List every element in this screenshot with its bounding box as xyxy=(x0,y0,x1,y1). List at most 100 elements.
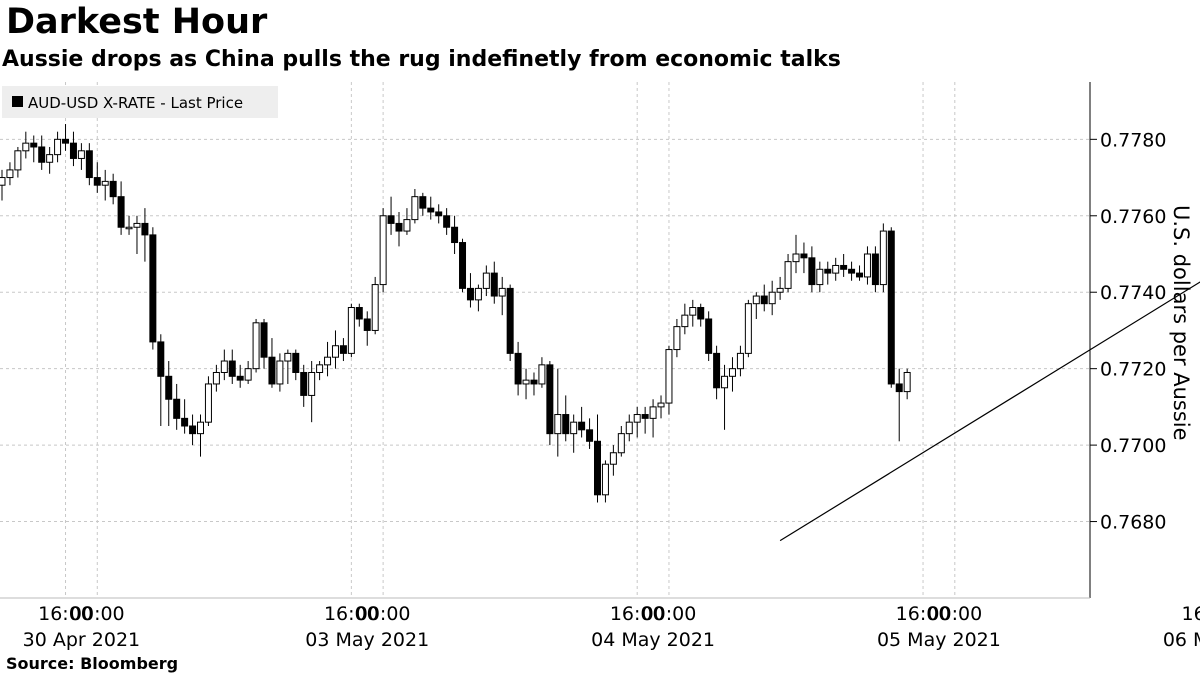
candle-body-up xyxy=(863,253,871,278)
y-tick-label: 0.7780 xyxy=(1100,129,1166,151)
candle xyxy=(871,246,879,293)
trendline xyxy=(779,281,1200,542)
candle-body-up xyxy=(316,364,324,373)
candle xyxy=(514,341,522,396)
candle xyxy=(586,418,594,449)
candle xyxy=(228,349,236,384)
candle xyxy=(363,311,371,346)
candle xyxy=(665,345,673,415)
candle xyxy=(681,303,689,335)
candle-body-down xyxy=(800,253,808,259)
candle xyxy=(0,169,6,201)
candle xyxy=(459,238,467,293)
candle-body-down xyxy=(443,215,451,228)
candle xyxy=(54,131,62,163)
candle xyxy=(69,131,77,167)
candle-body-up xyxy=(681,314,689,328)
candle xyxy=(300,364,308,407)
candle-body-up xyxy=(371,284,379,331)
candle xyxy=(6,162,14,186)
candle-body-down xyxy=(30,142,38,148)
candle-body-down xyxy=(856,272,864,278)
candle xyxy=(371,276,379,335)
candle xyxy=(46,146,54,174)
candle xyxy=(887,227,895,388)
candle-body-down xyxy=(69,142,77,159)
candle-body-down xyxy=(149,234,157,343)
x-time-label: 16:00 xyxy=(896,603,951,625)
candle xyxy=(816,261,824,293)
candle xyxy=(379,208,387,293)
candle-body-down xyxy=(228,360,236,377)
candle xyxy=(30,135,38,163)
candle xyxy=(768,280,776,316)
candle xyxy=(331,330,339,369)
candle xyxy=(451,215,459,254)
candle xyxy=(601,460,609,503)
candle-body-up xyxy=(54,138,62,156)
candle xyxy=(721,364,729,430)
candle xyxy=(427,196,435,220)
candle-body-up xyxy=(903,371,911,393)
y-tick-label: 0.7680 xyxy=(1100,512,1166,534)
x-time-label: 00:00 xyxy=(927,603,982,625)
x-time-label: 16:00 xyxy=(610,603,665,625)
gridlines xyxy=(0,82,1090,598)
candle xyxy=(38,135,46,170)
candle-body-up xyxy=(689,307,697,316)
candle xyxy=(800,242,808,274)
x-time-label: 16:00 xyxy=(38,603,93,625)
candle xyxy=(554,368,562,457)
candle-body-up xyxy=(554,414,562,435)
candle xyxy=(641,406,649,434)
candle-body-down xyxy=(419,196,427,209)
candle xyxy=(220,349,228,381)
candle xyxy=(165,361,173,426)
candle xyxy=(848,261,856,281)
candle-body-down xyxy=(546,364,554,435)
candle xyxy=(77,143,85,170)
candle-body-down xyxy=(157,341,165,377)
candle-body-up xyxy=(736,352,744,370)
candle xyxy=(62,124,70,151)
candle xyxy=(856,265,864,281)
candle xyxy=(419,192,427,216)
candle xyxy=(578,406,586,438)
candle xyxy=(93,162,101,193)
source-note: Source: Bloomberg xyxy=(6,654,179,673)
candle-body-up xyxy=(752,295,760,305)
candle-body-up xyxy=(331,345,339,358)
candle xyxy=(204,376,212,426)
candle-body-down xyxy=(189,425,197,435)
candle xyxy=(570,414,578,453)
candle xyxy=(617,426,625,457)
candle xyxy=(308,361,316,423)
candle-body-up xyxy=(347,307,355,354)
candle-body-down xyxy=(268,356,276,385)
candle xyxy=(355,303,363,327)
candle-body-up xyxy=(252,322,260,370)
candle-body-down xyxy=(451,226,459,244)
candle xyxy=(181,399,189,434)
candle xyxy=(141,208,149,262)
candle-body-down xyxy=(530,379,538,385)
candle-body-down xyxy=(85,150,93,179)
candle-body-up xyxy=(784,261,792,289)
candle xyxy=(189,414,197,446)
candle xyxy=(443,208,451,235)
candle-body-up xyxy=(133,222,141,228)
candle xyxy=(832,257,840,281)
candle xyxy=(395,211,403,247)
candle-body-down xyxy=(895,383,903,393)
candle xyxy=(728,357,736,392)
candle xyxy=(109,173,117,205)
candle-body-down xyxy=(808,257,816,286)
candle-body-up xyxy=(6,169,14,179)
x-date-label: 03 May 2021 xyxy=(305,629,429,651)
candle-body-up xyxy=(482,272,490,289)
candle-body-up xyxy=(379,215,387,286)
candle-body-up xyxy=(657,402,665,408)
candle xyxy=(506,284,514,362)
x-date-label: 04 May 2021 xyxy=(591,629,715,651)
